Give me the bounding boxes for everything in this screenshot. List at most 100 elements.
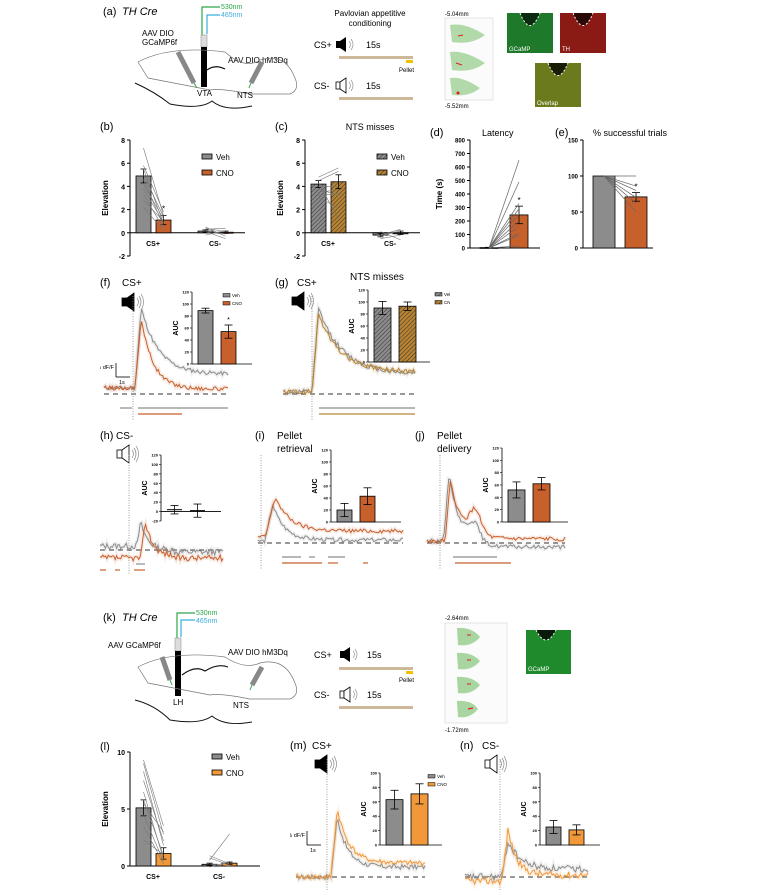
subject-line (143, 839, 164, 855)
virus-1-line2: GCaMP6f (142, 38, 178, 47)
duration-minus: 15s (367, 690, 382, 700)
chart-d: (d) Latency 0 100 200 300 400 500 600 700 800 Time … (430, 127, 540, 253)
y-tick-label: 6 (296, 161, 300, 168)
region-vta: VTA (197, 89, 213, 98)
inset-y-tick-label: 40 (185, 338, 190, 343)
y-tick-label: 0 (462, 247, 466, 253)
cs-plus-tone-bar (339, 667, 413, 670)
significance-marker: * (634, 183, 637, 192)
trace-cno (257, 498, 404, 538)
speaker-filled-icon (314, 754, 337, 774)
panel-label: (m) (290, 740, 307, 752)
subject-line (488, 220, 520, 249)
inset-legend-swatch-veh (434, 292, 443, 297)
panel-a-svg: (a) TH Cre 530nm 465nm AAV DIO GCaMP6f A… (103, 4, 606, 110)
inset-y-tick-label: 20 (324, 508, 329, 513)
region-lh: LH (173, 698, 183, 707)
x-tick-label: CS- (209, 241, 222, 248)
subject-line (318, 189, 339, 193)
panel-k-title: TH Cre (122, 612, 157, 624)
inset-legend-label-cno: CNO (437, 782, 447, 787)
subject-line (143, 825, 164, 864)
subject-line (318, 171, 339, 181)
atlas-bottom-coord: -5.52mm (445, 104, 469, 110)
legend-label-veh: Veh (216, 153, 230, 162)
paradigm-title-2: conditioning (349, 19, 392, 28)
subject-line (488, 245, 520, 249)
histology-gcamp (507, 12, 553, 53)
legend-label-cno: CNO (216, 169, 234, 178)
panel-label: (b) (100, 121, 113, 133)
inset-y-tick-label: 80 (533, 785, 538, 790)
y-axis-label: Elevation (101, 180, 110, 216)
inset-y-tick-label: 40 (533, 814, 538, 819)
subject-line (143, 188, 164, 223)
panel-label: (c) (275, 121, 288, 133)
cs-minus-label: CS- (314, 81, 330, 91)
chart-n: (n) CS- 0 20 40 60 80 100 AUC (460, 740, 600, 890)
subject-line (488, 214, 520, 249)
panel-label: (e) (555, 127, 568, 139)
inset-y-tick-label: 60 (495, 483, 500, 488)
panel-label: (i) (255, 430, 265, 442)
scale-x-label: 1s (310, 848, 316, 854)
chart-title: Latency (482, 128, 514, 138)
wavelength-530: 530nm (221, 4, 243, 11)
inset-legend-label-veh: Veh (444, 292, 450, 297)
x-tick-label: CS+ (321, 241, 335, 248)
subject-line (143, 814, 164, 862)
y-tick-label: 50 (571, 211, 578, 217)
inset-bar-veh (373, 307, 392, 363)
significance-marker: * (227, 317, 230, 324)
inset-y-tick-label: 60 (324, 484, 329, 489)
chart-f: (f) CS+ 0.5% dF/F 1s 0 20 40 60 80 100 120 AUC * Veh C… (100, 277, 252, 420)
inset-y-label: AUC (361, 801, 368, 816)
region-nts: NTS (237, 91, 253, 100)
inset-y-label: AUC (142, 480, 149, 495)
inset-y-tick-label: 80 (373, 785, 378, 790)
cs-plus-label: CS+ (314, 650, 332, 660)
y-tick-label: 600 (455, 166, 466, 172)
y-tick-label: 10 (117, 750, 125, 757)
chart-title: NTS misses (346, 122, 395, 132)
syringe-icon (175, 50, 198, 89)
chart-l: (l) 0 5 10 Elevation CS+ CS- Veh CNO (100, 741, 260, 881)
atlas-top-coord: -2.64mm (445, 616, 469, 622)
wavelength-530: 530nm (196, 610, 218, 617)
subject-line (603, 175, 637, 213)
y-tick-label: 100 (568, 175, 579, 181)
subject-line (205, 227, 226, 232)
legend-swatch-veh (376, 153, 388, 160)
chart-title-line2: delivery (437, 444, 471, 455)
inset-y-label: AUC (521, 801, 528, 816)
atlas-sections (444, 17, 494, 101)
subject-line (205, 230, 226, 235)
brain-base-icon (134, 699, 253, 724)
atlas-top-coord: -5.04mm (445, 12, 469, 18)
inset-y-tick-label: 80 (495, 470, 500, 475)
y-tick-label: 0 (296, 231, 300, 238)
subject-line (318, 197, 339, 208)
subject-line (318, 193, 339, 196)
trace-veh (426, 478, 566, 551)
duration-plus: 15s (366, 40, 381, 50)
inset-legend-swatch-cno (427, 782, 436, 787)
pellet-label: Pellet (399, 68, 414, 74)
inset-y-tick-label: 20 (185, 350, 190, 355)
x-tick-label: CS- (213, 874, 226, 881)
subject-line (603, 175, 637, 198)
cs-minus-label: CS- (314, 690, 330, 700)
trace-cno (464, 827, 589, 886)
subject-line (488, 234, 520, 249)
inset-y-tick-label: 0 (363, 360, 366, 365)
chart-title: CS- (482, 741, 499, 752)
speaker-filled-icon (340, 647, 358, 662)
chart-g: (g) CS+ NTS misses 0 20 40 60 80 100 120 AUC Veh CNO (275, 272, 450, 420)
inset-y-label: AUC (349, 318, 356, 333)
significance-marker: * (517, 196, 520, 205)
inset-y-tick-label: 100 (321, 460, 328, 465)
panel-label: (h) (100, 430, 113, 442)
subject-line (143, 174, 164, 217)
inset-y-tick-label: 120 (182, 290, 189, 295)
inset-y-tick-label: 100 (358, 300, 365, 305)
